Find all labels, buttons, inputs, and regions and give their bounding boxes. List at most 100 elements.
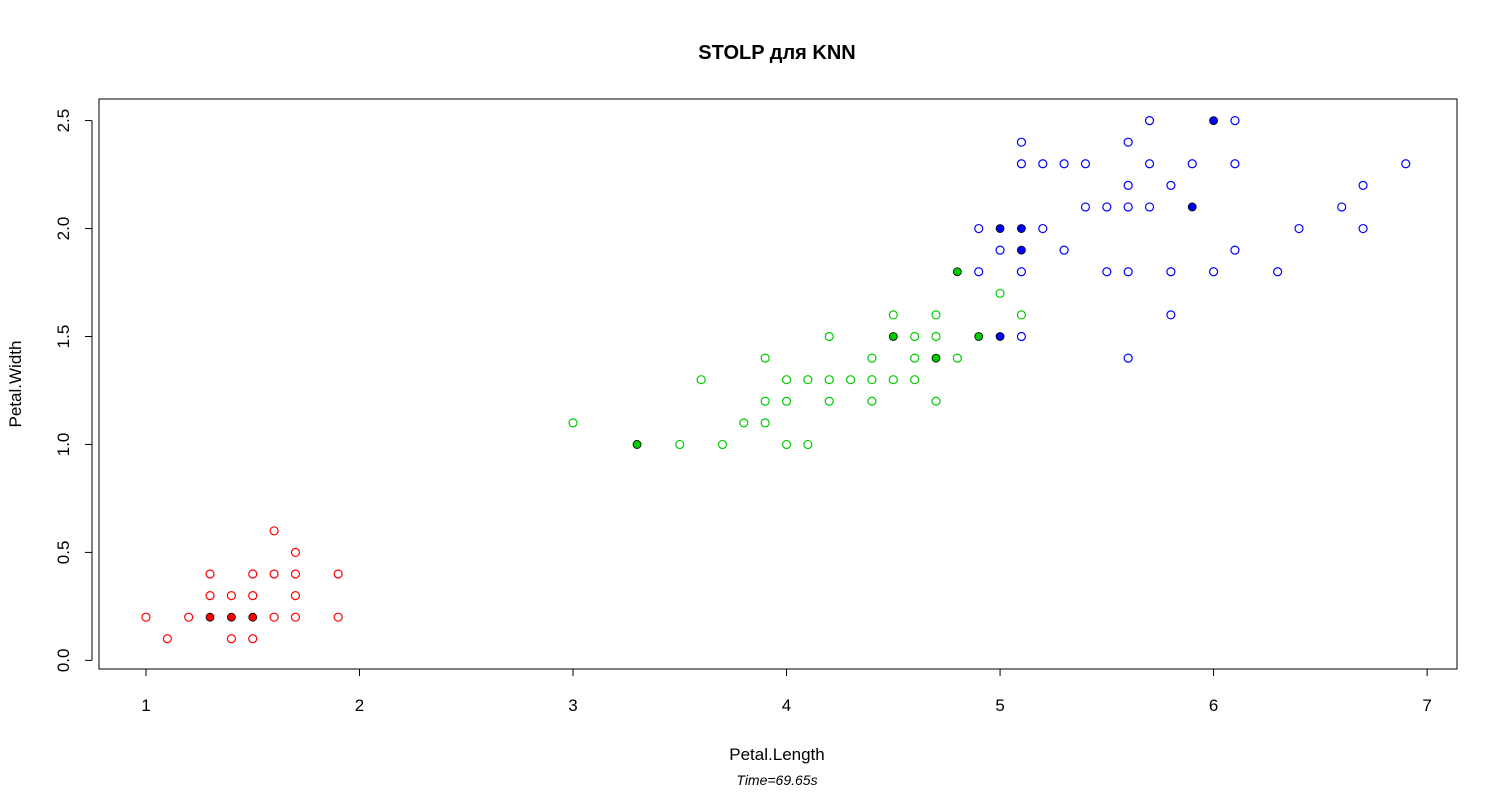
data-point: [1123, 180, 1133, 190]
x-tick-label: 6: [1209, 696, 1218, 715]
prototype-point: [248, 612, 258, 622]
data-point: [290, 569, 301, 579]
data-point: [867, 396, 877, 406]
data-point: [269, 569, 279, 579]
data-point: [1102, 267, 1112, 277]
data-point: [1016, 159, 1027, 169]
x-tick-label: 3: [568, 696, 577, 715]
data-point: [1273, 267, 1283, 277]
x-axis: 1 2 3 4 5 6 7: [141, 668, 1432, 715]
data-point: [845, 375, 856, 385]
prototype-point: [226, 612, 236, 622]
data-point: [1166, 267, 1176, 277]
data-point: [248, 590, 258, 601]
data-point: [1230, 159, 1240, 169]
data-point: [910, 375, 920, 385]
chart-title: STOLP для KNN: [698, 42, 855, 64]
data-point: [290, 612, 301, 622]
data-point: [333, 569, 343, 579]
data-point: [1080, 159, 1091, 169]
data-point: [1123, 267, 1133, 277]
data-point: [910, 353, 920, 363]
data-point: [1080, 202, 1091, 212]
data-point: [974, 223, 984, 234]
data-point: [568, 418, 578, 428]
data-point: [1358, 223, 1368, 234]
prototype-point: [995, 224, 1005, 233]
data-point: [248, 569, 258, 579]
data-point: [269, 612, 279, 622]
y-tick-label: 2.0: [54, 217, 73, 241]
data-point: [1059, 245, 1069, 255]
data-point: [931, 396, 941, 406]
data-point: [1016, 310, 1027, 320]
data-points: [141, 115, 1411, 644]
data-point: [1208, 267, 1219, 277]
data-point: [1123, 137, 1133, 147]
data-point: [781, 375, 792, 385]
prototype-point: [1209, 116, 1218, 125]
data-point: [141, 612, 151, 622]
data-point: [717, 439, 728, 450]
data-point: [931, 310, 941, 320]
data-point: [803, 375, 813, 385]
plot-frame: [98, 98, 1458, 670]
y-tick-label: 1.0: [54, 433, 73, 457]
y-tick-label: 2.5: [54, 109, 73, 133]
data-point: [1358, 180, 1368, 190]
data-point: [1144, 159, 1155, 169]
prototype-point: [1017, 245, 1026, 255]
data-point: [1016, 267, 1027, 277]
data-point: [781, 396, 792, 406]
data-point: [269, 526, 279, 536]
data-point: [824, 396, 834, 406]
x-tick-label: 1: [141, 696, 150, 715]
data-point: [1166, 310, 1176, 320]
x-tick-label: 7: [1422, 696, 1431, 715]
data-point: [1187, 159, 1197, 169]
data-point: [1102, 202, 1112, 212]
data-point: [1144, 115, 1155, 126]
data-point: [1230, 245, 1240, 255]
data-point: [290, 590, 301, 601]
data-point: [888, 375, 898, 385]
data-point: [675, 439, 685, 450]
data-point: [696, 375, 706, 385]
data-point: [867, 375, 877, 385]
data-point: [1038, 223, 1048, 234]
data-point: [162, 634, 172, 644]
data-point: [1166, 180, 1176, 190]
prototype-point: [952, 267, 962, 277]
data-point: [1123, 202, 1133, 212]
data-point: [1016, 331, 1027, 342]
data-point: [739, 418, 749, 428]
data-point: [205, 569, 215, 579]
prototype-point: [205, 612, 215, 622]
data-point: [931, 331, 941, 342]
prototype-point: [931, 353, 941, 363]
y-tick-label: 1.5: [54, 325, 73, 349]
y-axis-label: Petal.Width: [6, 341, 25, 428]
data-point: [952, 353, 962, 363]
data-point: [824, 375, 834, 385]
data-point: [226, 634, 236, 644]
data-point: [995, 288, 1005, 298]
prototype-point: [1017, 224, 1026, 233]
data-point: [184, 612, 194, 622]
x-axis-label: Petal.Length: [729, 745, 824, 764]
data-point: [1059, 159, 1069, 169]
data-point: [910, 331, 920, 342]
data-point: [803, 439, 813, 450]
data-point: [995, 245, 1005, 255]
data-point: [760, 353, 770, 363]
data-point: [1230, 115, 1240, 126]
data-point: [1337, 202, 1347, 212]
y-axis: 0.0 0.5 1.0 1.5 2.0 2.5: [54, 109, 93, 672]
data-point: [248, 634, 258, 644]
data-point: [1123, 353, 1133, 363]
data-point: [226, 590, 236, 601]
data-point: [1144, 202, 1155, 212]
y-tick-label: 0.5: [54, 541, 73, 565]
data-point: [205, 590, 215, 601]
